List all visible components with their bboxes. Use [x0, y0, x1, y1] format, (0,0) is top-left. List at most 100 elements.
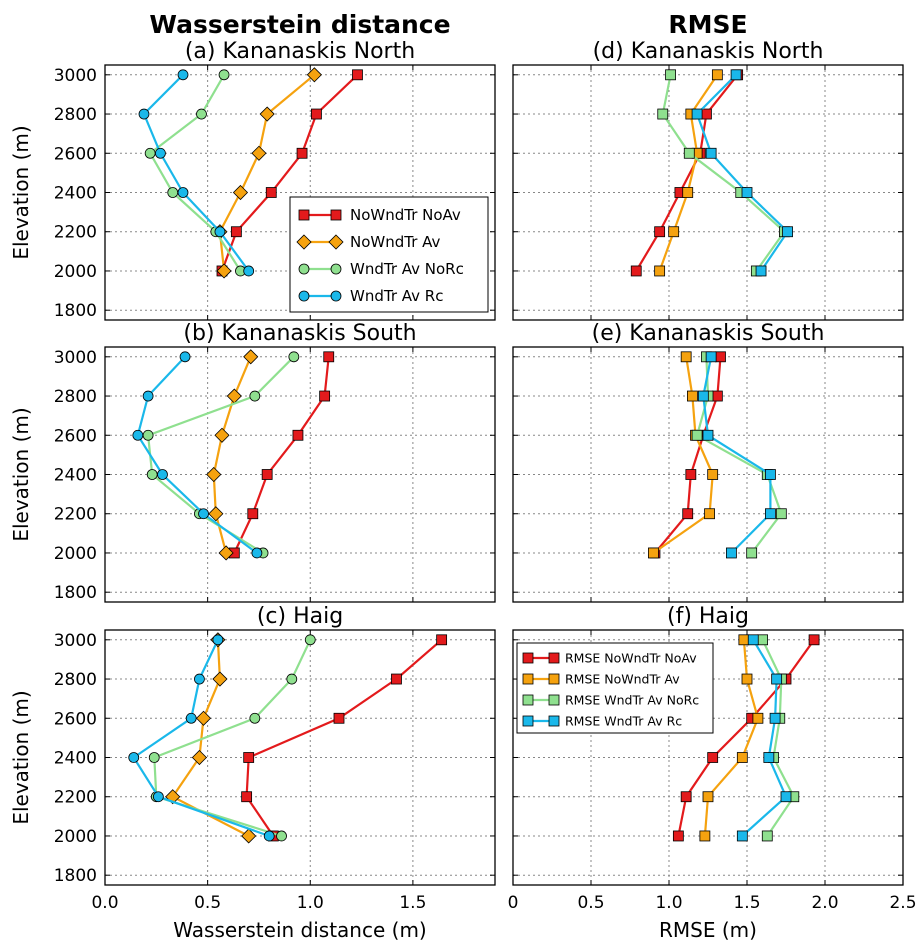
data-point — [142, 429, 154, 441]
data-point — [251, 145, 267, 161]
tick-label-x: 2.5 — [889, 893, 916, 913]
panel-b: (b) Kananaskis South 1800 2000 2200 2400 2600… — [9, 321, 496, 603]
data-point — [680, 351, 692, 363]
data-point — [263, 830, 275, 842]
series-0 — [228, 351, 335, 559]
tick-label-y: 3000 — [54, 631, 97, 651]
data-point — [218, 545, 234, 561]
legend-label: RMSE NoWndTr Av — [565, 672, 680, 687]
data-point — [196, 108, 207, 120]
series-line — [695, 356, 783, 554]
data-point — [738, 634, 750, 646]
series-0 — [241, 634, 448, 842]
data-point — [763, 752, 775, 763]
legend-marker — [298, 209, 310, 221]
series-line — [146, 356, 295, 554]
data-point — [665, 69, 676, 81]
data-point — [144, 147, 156, 159]
column-title-wasserstein: Wasserstein distance — [149, 10, 450, 39]
panel-d: (d) Kananaskis North — [512, 39, 904, 321]
legend-marker — [330, 290, 342, 302]
data-point — [179, 351, 191, 363]
data-point — [687, 390, 698, 402]
data-point — [765, 508, 776, 520]
series-3 — [138, 69, 255, 277]
tick-label-y: 1800 — [54, 583, 97, 603]
column-title-rmse: RMSE — [668, 10, 747, 39]
data-point — [780, 791, 792, 803]
series-3 — [736, 634, 792, 842]
panel-f: (f) Haig 0 0.5 1.0 1.5 2.0 2.5 RMSE (m) — [508, 604, 917, 942]
data-point — [765, 469, 776, 480]
legend-marker — [328, 234, 344, 250]
axis-label-x: Wasserstein distance (m) — [173, 918, 426, 942]
data-point — [214, 226, 226, 238]
series-line — [142, 74, 250, 272]
data-point — [668, 226, 680, 238]
data-point — [146, 469, 158, 480]
data-point — [212, 671, 228, 687]
data-point — [230, 226, 242, 238]
legend-marker — [298, 263, 310, 275]
axis-label-x: RMSE (m) — [659, 918, 757, 942]
data-point — [251, 547, 263, 559]
panel-e: (e) Kananaskis South — [512, 321, 904, 603]
tick-label-y: 2400 — [54, 749, 97, 769]
panel-title: (c) Haig — [257, 604, 343, 629]
legend-marker — [298, 290, 310, 302]
data-point — [736, 830, 748, 842]
legend-rmse: RMSE NoWndTr NoAv RMSE NoWndTr Av RMSE Wnd… — [516, 642, 714, 734]
series-2 — [657, 69, 790, 277]
legend-marker — [522, 652, 534, 664]
data-point — [648, 547, 659, 559]
data-point — [241, 791, 253, 803]
data-point — [747, 634, 759, 646]
data-point — [243, 349, 259, 365]
data-point — [216, 263, 232, 279]
series-line — [654, 356, 722, 554]
series-line — [661, 74, 786, 272]
data-point — [152, 791, 164, 803]
data-point — [167, 187, 179, 198]
data-point — [757, 634, 768, 646]
legend-label: RMSE WndTr Av Rc — [565, 714, 682, 729]
series-line — [148, 74, 242, 272]
data-point — [265, 187, 277, 198]
panel-title: (f) Haig — [667, 604, 749, 629]
data-point — [323, 351, 335, 363]
panel-c: (c) Haig 1800 2000 2200 2400 2600 2800 3000 Elev… — [9, 604, 496, 942]
data-point — [691, 108, 703, 120]
data-point — [685, 469, 697, 480]
data-point — [286, 673, 298, 685]
axis-label-y: Elevation (m) — [9, 407, 33, 541]
data-point — [155, 147, 166, 159]
data-point — [232, 184, 249, 201]
data-point — [261, 469, 273, 480]
data-point — [704, 508, 715, 520]
data-point — [276, 830, 287, 842]
series-2 — [757, 634, 800, 842]
data-point — [311, 108, 322, 120]
plot-frame — [104, 346, 496, 603]
series-line — [658, 74, 719, 272]
data-point — [243, 752, 255, 763]
data-point — [391, 673, 402, 685]
data-point — [128, 752, 140, 763]
data-point — [702, 429, 714, 441]
data-point — [212, 634, 224, 646]
data-point — [249, 390, 261, 402]
data-point — [191, 749, 207, 766]
data-point — [208, 506, 224, 522]
data-point — [782, 226, 793, 238]
legend-marker — [548, 673, 560, 685]
tick-label-y: 2000 — [54, 262, 97, 282]
series-line — [702, 356, 772, 554]
data-point — [214, 427, 230, 443]
series-3 — [691, 69, 793, 277]
data-point — [306, 67, 322, 83]
tick-label-y: 2200 — [54, 788, 97, 808]
tick-label-y: 2000 — [54, 544, 97, 564]
series-line — [652, 356, 714, 554]
axis-label-y: Elevation (m) — [9, 125, 33, 259]
